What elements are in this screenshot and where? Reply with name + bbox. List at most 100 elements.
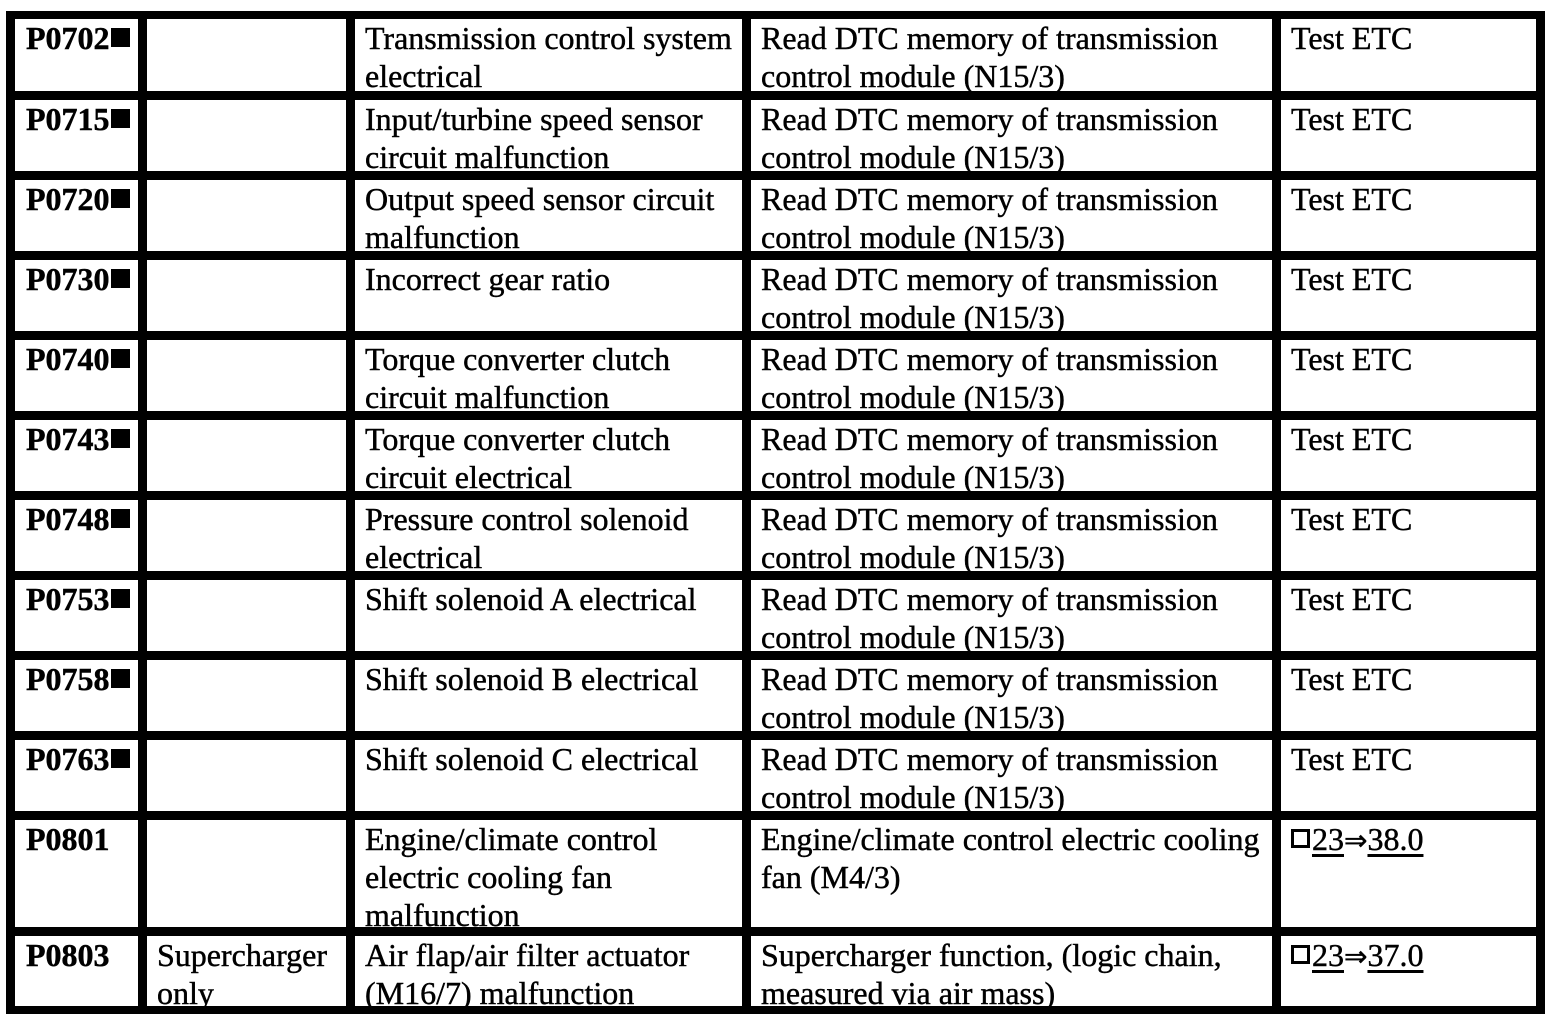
- dtc-code-cell: P0702: [15, 19, 138, 91]
- dtc-action-text: Read DTC memory of transmission control …: [761, 181, 1218, 251]
- black-square-icon: [110, 749, 130, 768]
- dtc-variant-cell: [147, 740, 346, 811]
- dtc-variant-cell: [147, 580, 346, 651]
- dtc-test-cell: Test ETC: [1281, 660, 1536, 731]
- test-reference-link-to[interactable]: 37.0: [1367, 937, 1424, 973]
- dtc-description-text: Air flap/air filter actuator (M16/7) mal…: [365, 937, 690, 1006]
- dtc-action-cell: Read DTC memory of transmission control …: [751, 740, 1272, 811]
- dtc-test-cell: Test ETC: [1281, 340, 1536, 411]
- dtc-test-cell: Test ETC: [1281, 740, 1536, 811]
- dtc-description-text: Output speed sensor circuit malfunction: [365, 181, 715, 251]
- dtc-code-cell: P0758: [15, 660, 138, 731]
- dtc-code: P0801: [26, 821, 110, 857]
- dtc-code-cell: P0743: [15, 420, 138, 491]
- dtc-code: P0758: [26, 661, 110, 697]
- test-label: Test ETC: [1291, 501, 1413, 537]
- dtc-description-cell: Pressure control solenoid electrical: [355, 500, 742, 571]
- dtc-variant-cell: [147, 340, 346, 411]
- dtc-action-cell: Read DTC memory of transmission control …: [751, 580, 1272, 651]
- dtc-description-text: Pressure control solenoid electrical: [365, 501, 689, 571]
- dtc-description-text: Transmission control system electrical: [365, 20, 732, 91]
- dtc-code: P0763: [26, 741, 110, 777]
- black-square-icon: [110, 509, 130, 528]
- dtc-test-cell: Test ETC: [1281, 260, 1536, 331]
- dtc-test-cell: Test ETC: [1281, 500, 1536, 571]
- dtc-action-cell: Supercharger function, (logic chain, mea…: [751, 936, 1272, 1006]
- dtc-code-cell: P0803: [15, 936, 138, 1006]
- double-arrow-icon: ⇒: [1344, 824, 1368, 857]
- dtc-code: P0803: [26, 937, 110, 973]
- dtc-description-cell: Shift solenoid A electrical: [355, 580, 742, 651]
- dtc-action-cell: Read DTC memory of transmission control …: [751, 340, 1272, 411]
- checkbox-square-icon: [1291, 945, 1310, 964]
- dtc-action-text: Read DTC memory of transmission control …: [761, 501, 1218, 571]
- test-label: Test ETC: [1291, 20, 1413, 56]
- dtc-description-text: Torque converter clutch circuit electric…: [365, 421, 671, 491]
- dtc-code-cell: P0730: [15, 260, 138, 331]
- dtc-description-text: Shift solenoid B electrical: [365, 661, 699, 697]
- test-reference-link-from[interactable]: 23: [1312, 937, 1344, 973]
- dtc-action-cell: Engine/climate control electric cooling …: [751, 820, 1272, 927]
- dtc-description-cell: Shift solenoid C electrical: [355, 740, 742, 811]
- dtc-action-text: Read DTC memory of transmission control …: [761, 581, 1218, 651]
- dtc-code-cell: P0748: [15, 500, 138, 571]
- dtc-code: P0702: [26, 20, 110, 56]
- black-square-icon: [110, 28, 130, 47]
- dtc-test-cell: Test ETC: [1281, 100, 1536, 171]
- test-label: Test ETC: [1291, 261, 1413, 297]
- dtc-action-text: Read DTC memory of transmission control …: [761, 101, 1218, 171]
- dtc-variant-cell: [147, 420, 346, 491]
- dtc-action-text: Read DTC memory of transmission control …: [761, 741, 1218, 811]
- double-arrow-icon: ⇒: [1344, 940, 1368, 973]
- dtc-variant-cell: [147, 260, 346, 331]
- dtc-test-cell: Test ETC: [1281, 580, 1536, 651]
- dtc-variant-cell: [147, 180, 346, 251]
- dtc-test-cell: Test ETC: [1281, 19, 1536, 91]
- dtc-code: P0720: [26, 181, 110, 217]
- dtc-description-cell: Output speed sensor circuit malfunction: [355, 180, 742, 251]
- black-square-icon: [110, 349, 130, 368]
- dtc-description-cell: Engine/climate control electric cooling …: [355, 820, 742, 927]
- dtc-action-text: Read DTC memory of transmission control …: [761, 421, 1218, 491]
- dtc-code-cell: P0753: [15, 580, 138, 651]
- dtc-test-cell: Test ETC: [1281, 420, 1536, 491]
- black-square-icon: [110, 669, 130, 688]
- dtc-code: P0715: [26, 101, 110, 137]
- test-reference-link-to[interactable]: 38.0: [1367, 821, 1424, 857]
- dtc-action-cell: Read DTC memory of transmission control …: [751, 660, 1272, 731]
- dtc-action-text: Read DTC memory of transmission control …: [761, 661, 1218, 731]
- dtc-code-cell: P0715: [15, 100, 138, 171]
- test-reference-link-from[interactable]: 23: [1312, 821, 1344, 857]
- dtc-test-cell: Test ETC: [1281, 180, 1536, 251]
- dtc-code-cell: P0740: [15, 340, 138, 411]
- dtc-description-cell: Transmission control system electrical: [355, 19, 742, 91]
- dtc-test-cell: 23⇒37.0: [1281, 936, 1536, 1006]
- dtc-action-cell: Read DTC memory of transmission control …: [751, 420, 1272, 491]
- test-label: Test ETC: [1291, 341, 1413, 377]
- test-label: Test ETC: [1291, 101, 1413, 137]
- test-label: Test ETC: [1291, 661, 1413, 697]
- dtc-action-cell: Read DTC memory of transmission control …: [751, 500, 1272, 571]
- dtc-variant-cell: [147, 660, 346, 731]
- dtc-variant-cell: [147, 100, 346, 171]
- dtc-variant-cell: [147, 820, 346, 927]
- dtc-code: P0743: [26, 421, 110, 457]
- dtc-description-cell: Torque converter clutch circuit electric…: [355, 420, 742, 491]
- dtc-description-text: Input/turbine speed sensor circuit malfu…: [365, 101, 703, 171]
- dtc-description-cell: Input/turbine speed sensor circuit malfu…: [355, 100, 742, 171]
- dtc-code-cell: P0720: [15, 180, 138, 251]
- black-square-icon: [110, 189, 130, 208]
- dtc-action-cell: Read DTC memory of transmission control …: [751, 260, 1272, 331]
- dtc-variant-text: Supercharger only: [157, 937, 327, 1006]
- test-label: Test ETC: [1291, 181, 1413, 217]
- test-label: Test ETC: [1291, 741, 1413, 777]
- dtc-action-text: Read DTC memory of transmission control …: [761, 261, 1218, 331]
- dtc-description-cell: Torque converter clutch circuit malfunct…: [355, 340, 742, 411]
- dtc-action-cell: Read DTC memory of transmission control …: [751, 19, 1272, 91]
- dtc-code: P0753: [26, 581, 110, 617]
- test-label: Test ETC: [1291, 421, 1413, 457]
- dtc-code: P0730: [26, 261, 110, 297]
- dtc-description-cell: Shift solenoid B electrical: [355, 660, 742, 731]
- dtc-action-text: Engine/climate control electric cooling …: [761, 821, 1260, 895]
- dtc-action-text: Read DTC memory of transmission control …: [761, 20, 1218, 91]
